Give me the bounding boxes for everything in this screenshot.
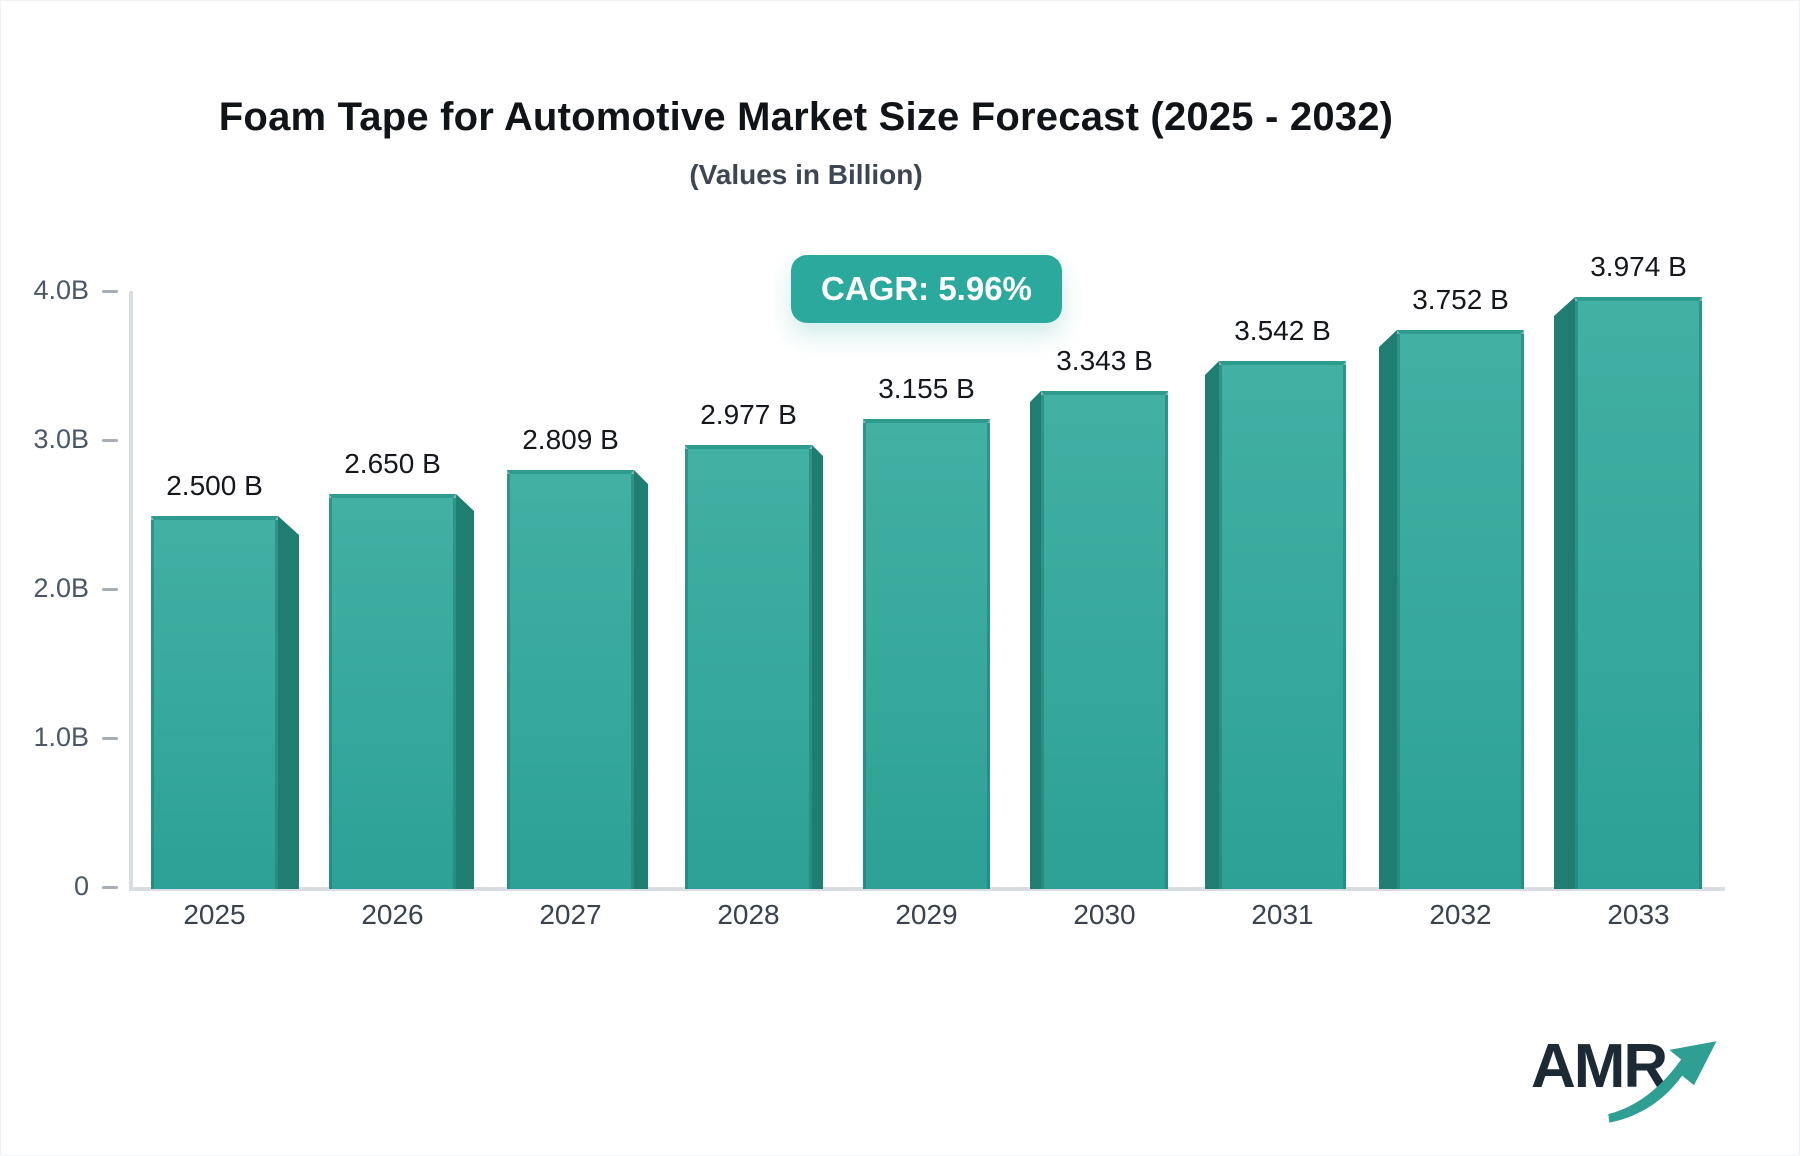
y-axis-line [129, 291, 133, 891]
bar-side-face [1379, 330, 1397, 889]
x-axis-category-label: 2026 [361, 899, 424, 930]
bar-value-label: 3.343 B [1056, 345, 1153, 376]
bar [507, 470, 634, 889]
bar [1041, 391, 1168, 889]
y-axis-tick [102, 737, 118, 740]
y-axis-tick-label: 4.0B [33, 275, 89, 305]
x-axis-category-label: 2027 [539, 899, 602, 930]
bar-side-face [812, 445, 823, 889]
bar-value-label: 3.542 B [1234, 315, 1331, 346]
x-axis-category-label: 2033 [1607, 899, 1670, 930]
x-axis-category-label: 2029 [895, 899, 958, 930]
y-axis-tick-label: 3.0B [33, 424, 89, 454]
amr-logo: AMR [1531, 1031, 1751, 1141]
chart-title: Foam Tape for Automotive Market Size For… [218, 95, 1394, 139]
bar-side-face [456, 494, 474, 889]
bar-side-face [1205, 361, 1219, 889]
x-axis-category-label: 2031 [1251, 899, 1314, 930]
bar-side-face [1030, 391, 1041, 889]
trend-up-arrow-icon [1608, 1041, 1717, 1123]
bar-side-face [634, 470, 648, 889]
y-axis-tick [102, 588, 118, 591]
bar [863, 419, 990, 889]
chart-subtitle: (Values in Billion) [689, 159, 923, 190]
bar [1575, 297, 1702, 889]
x-axis-category-label: 2028 [717, 899, 780, 930]
bar-value-label: 2.977 B [700, 399, 797, 430]
x-axis-line [129, 887, 1725, 891]
bar-value-label: 3.974 B [1590, 251, 1687, 282]
bar-value-label: 2.650 B [344, 448, 441, 479]
cagr-badge: CAGR: 5.96% [791, 255, 1062, 323]
y-axis-tick [102, 290, 118, 293]
x-axis-category-label: 2032 [1429, 899, 1492, 930]
bar [1397, 330, 1524, 889]
y-axis-tick [102, 439, 118, 442]
x-axis-category-label: 2030 [1073, 899, 1136, 930]
bar-value-label: 3.155 B [878, 373, 975, 404]
bar [151, 516, 278, 889]
y-axis-tick-label: 2.0B [33, 573, 89, 603]
bar-value-label: 2.809 B [522, 424, 619, 455]
y-axis-tick [102, 886, 118, 889]
bar-value-label: 2.500 B [166, 470, 263, 501]
y-axis-tick-label: 1.0B [33, 722, 89, 752]
bar-side-face [278, 516, 299, 889]
bar [685, 445, 812, 889]
bar-side-face [1554, 297, 1575, 889]
bar-value-label: 3.752 B [1412, 284, 1509, 315]
bar [1219, 361, 1346, 889]
x-axis-category-label: 2025 [183, 899, 246, 930]
y-axis-tick-label: 0 [73, 871, 89, 901]
amr-logo-text: AMR [1531, 1032, 1668, 1101]
bar [329, 494, 456, 889]
